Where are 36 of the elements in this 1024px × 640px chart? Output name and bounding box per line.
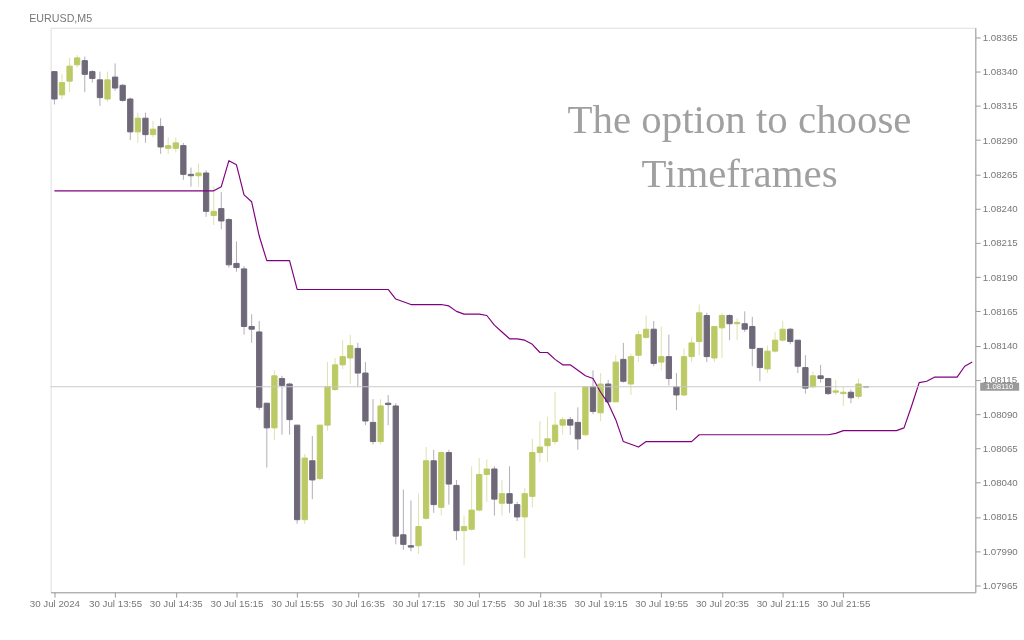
y-tick-label: 1.07990 — [982, 545, 1019, 557]
y-tick-label: 1.08090 — [982, 408, 1019, 420]
y-tick-label: 1.08290 — [982, 134, 1019, 146]
y-tick-label: 1.08190 — [982, 271, 1019, 283]
y-tick-label: 1.08165 — [982, 305, 1018, 317]
candlestick — [847, 389, 855, 404]
x-tick-label: 30 Jul 21:15 — [756, 598, 810, 610]
x-tick-label: 30 Jul 14:35 — [149, 598, 203, 610]
annotation: The option to choose Timeframes — [567, 96, 912, 197]
y-tick-label: 1.08040 — [982, 477, 1019, 489]
y-tick-label: 1.08265 — [982, 168, 1018, 180]
y-tick-label: 1.07965 — [982, 579, 1018, 591]
x-tick-label: 30 Jul 17:15 — [392, 598, 446, 610]
x-tick-label: 30 Jul 15:15 — [210, 598, 264, 610]
x-tick-label: 30 Jul 21:55 — [817, 598, 871, 610]
y-tick-label: 1.08315 — [982, 100, 1018, 112]
y-tick-label: 1.08015 — [982, 511, 1018, 523]
y-tick-label: 1.08065 — [982, 442, 1018, 454]
y-tick-label: 1.08140 — [982, 340, 1019, 352]
y-tick-label: 1.08215 — [982, 237, 1018, 249]
x-tick-label: 30 Jul 19:15 — [574, 598, 628, 610]
x-tick-label: 30 Jul 15:55 — [271, 598, 325, 610]
x-tick-label: 30 Jul 2024 — [29, 598, 81, 610]
x-tick-label: 30 Jul 18:35 — [513, 598, 567, 610]
ref-line-label: 1.08110 — [985, 382, 1015, 392]
x-tick-label: 30 Jul 13:55 — [89, 598, 143, 610]
chart-title: EURUSD,M5 — [29, 11, 93, 24]
y-tick-label: 1.08340 — [982, 66, 1019, 77]
x-tick-label: 30 Jul 19:55 — [635, 598, 689, 610]
y-tick-label: 1.08240 — [982, 203, 1019, 215]
line-series — [53, 160, 973, 448]
candlestick — [149, 120, 157, 138]
x-tick-label: 30 Jul 16:35 — [331, 598, 385, 610]
x-tick-label: 30 Jul 17:55 — [453, 598, 507, 610]
y-tick-label: 1.08365 — [982, 31, 1018, 43]
x-tick-label: 30 Jul 20:35 — [695, 598, 749, 610]
